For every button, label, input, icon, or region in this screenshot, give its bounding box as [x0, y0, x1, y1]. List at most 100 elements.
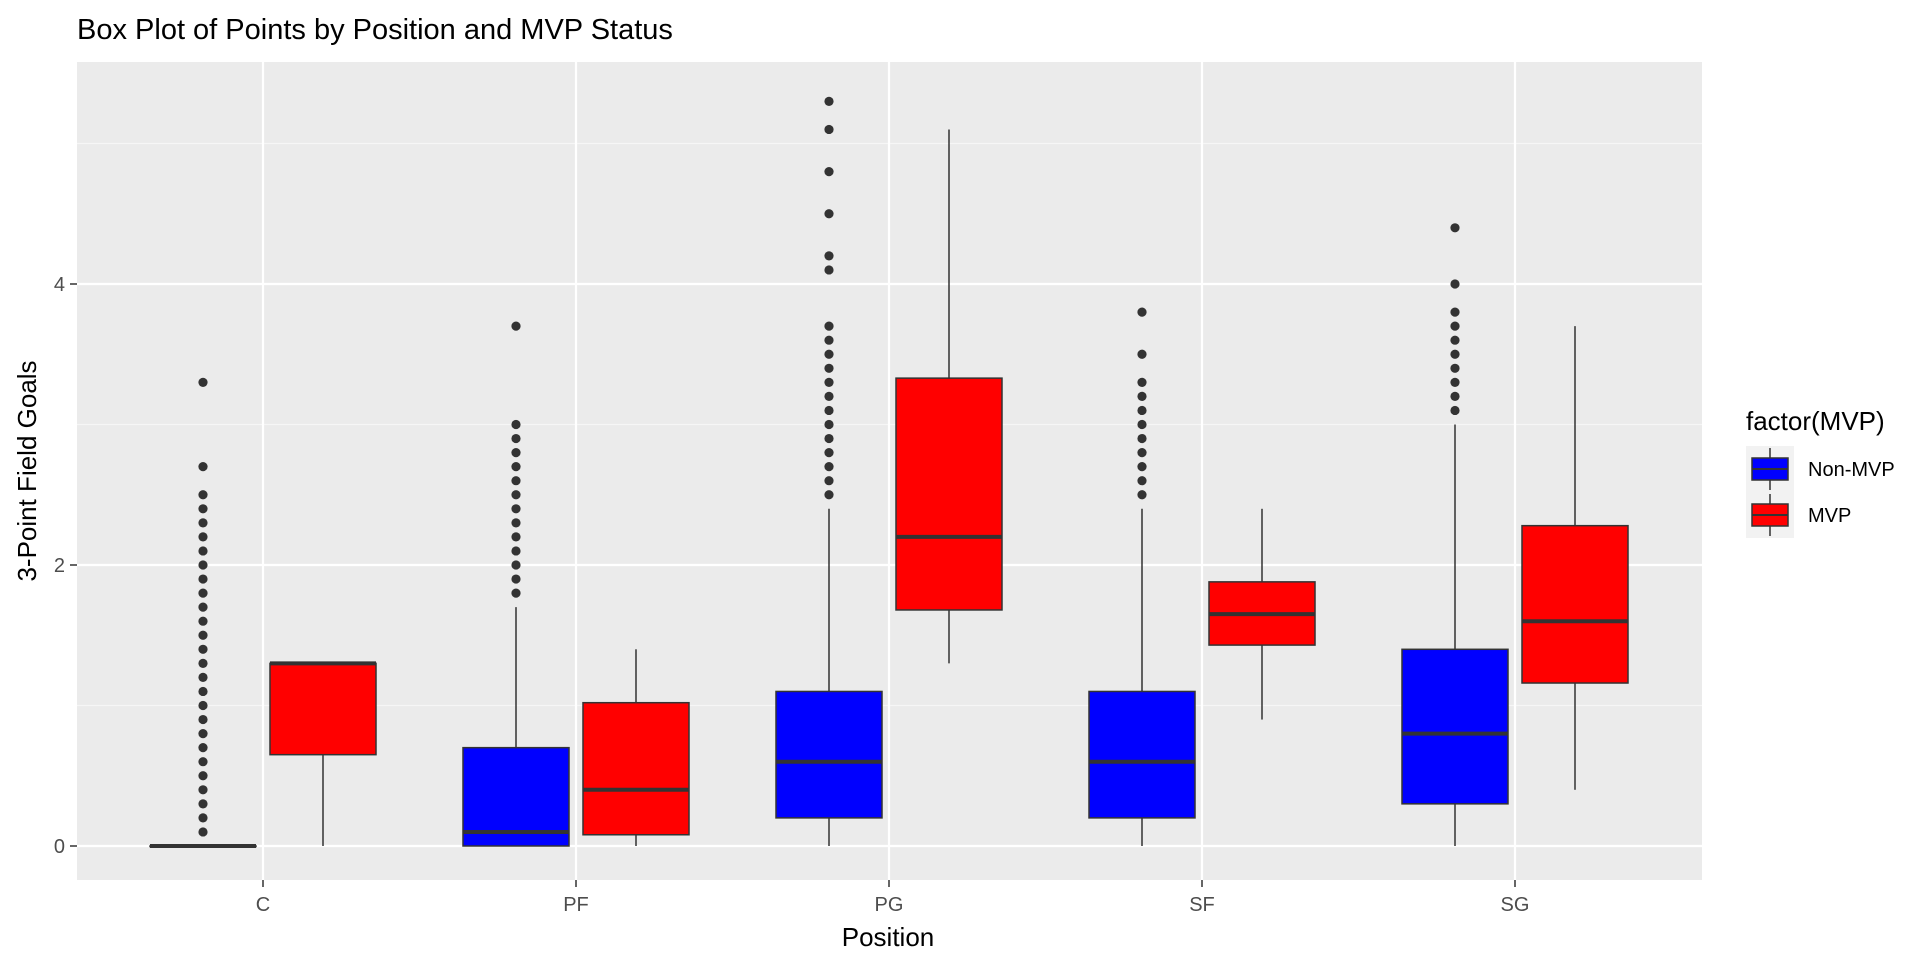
outlier-point: [824, 251, 834, 261]
outlier-point: [824, 419, 834, 430]
box-body: [269, 662, 377, 756]
box-sf-mvp: [1208, 508, 1316, 720]
outlier-point: [824, 363, 834, 373]
legend-item-non-mvp: Non-MVP: [1746, 446, 1895, 492]
box-c-mvp: [269, 661, 377, 846]
legend-title: factor(MVP): [1746, 406, 1885, 436]
outlier-point: [1450, 349, 1460, 359]
box-sg-non-mvp: [1401, 223, 1509, 846]
legend: factor(MVP) Non-MVP MVP: [1746, 406, 1895, 538]
outlier-point: [1137, 433, 1147, 444]
x-tick-label: C: [256, 894, 270, 916]
outlier-point: [198, 490, 208, 500]
outlier-point: [824, 405, 834, 416]
box-pf-non-mvp: [462, 321, 570, 847]
outlier-point: [1137, 405, 1147, 416]
outlier-point: [511, 518, 521, 528]
chart-title: Box Plot of Points by Position and MVP S…: [77, 14, 673, 46]
outlier-point: [198, 799, 208, 809]
outlier-point: [511, 462, 521, 472]
outlier-point: [511, 476, 521, 486]
outlier-point: [824, 448, 834, 458]
x-tick-label: SF: [1189, 894, 1215, 916]
box-sg-mvp: [1521, 326, 1629, 790]
x-tick-label: SG: [1501, 894, 1530, 916]
y-axis-label: 3-Point Field Goals: [12, 360, 42, 581]
outlier-point: [198, 757, 208, 767]
outlier-point: [198, 743, 208, 753]
outlier-point: [1137, 476, 1147, 486]
box-pf-mvp: [582, 649, 690, 846]
outlier-point: [824, 462, 834, 472]
box-pg-non-mvp: [775, 96, 883, 846]
outlier-point: [1137, 490, 1147, 500]
outlier-point: [198, 658, 208, 668]
outlier-point: [198, 771, 208, 781]
legend-label: MVP: [1808, 505, 1851, 527]
outlier-point: [1450, 321, 1460, 331]
y-tick-label: 0: [54, 836, 65, 858]
outlier-point: [1137, 462, 1147, 472]
box-pg-mvp: [895, 129, 1003, 664]
series-non-mvp: [149, 96, 1509, 848]
outlier-point: [824, 490, 834, 500]
outlier-point: [511, 588, 521, 598]
outlier-point: [198, 714, 208, 725]
outlier-point: [511, 532, 521, 542]
box-sf-non-mvp: [1088, 307, 1196, 846]
outlier-point: [1450, 307, 1460, 317]
outlier-point: [1137, 419, 1147, 430]
outlier-point: [511, 419, 521, 430]
x-tick-label: PG: [875, 894, 904, 916]
outlier-point: [198, 602, 208, 612]
outlier-point: [198, 518, 208, 528]
outlier-point: [824, 377, 834, 387]
outlier-point: [1137, 391, 1147, 401]
outlier-point: [824, 96, 834, 106]
outlier-point: [198, 504, 208, 514]
x-tick-label: PF: [563, 894, 589, 916]
outlier-point: [198, 546, 208, 556]
outlier-point: [824, 349, 834, 359]
outlier-point: [824, 265, 834, 275]
outlier-point: [198, 560, 208, 570]
box-body: [895, 377, 1003, 611]
outlier-point: [1450, 391, 1460, 401]
outlier-point: [511, 574, 521, 584]
y-tick-label: 4: [54, 274, 65, 296]
outlier-point: [511, 321, 521, 331]
y-tick-label: 2: [54, 555, 65, 577]
grid-lines: [77, 62, 1702, 880]
outlier-point: [824, 321, 834, 331]
box-body: [1521, 524, 1629, 684]
outlier-point: [824, 391, 834, 401]
outlier-point: [1137, 377, 1147, 387]
outlier-point: [1450, 223, 1460, 233]
outlier-point: [198, 729, 208, 739]
outlier-point: [198, 672, 208, 683]
axes: 0 2 4 C PF PG SF SG: [54, 274, 1530, 916]
outlier-point: [1450, 335, 1460, 345]
box-body: [462, 746, 570, 847]
outlier-point: [1137, 448, 1147, 458]
outlier-point: [824, 476, 834, 486]
x-axis-label: Position: [842, 922, 935, 952]
box-layer: [149, 96, 1629, 848]
outlier-point: [511, 504, 521, 514]
legend-label: Non-MVP: [1808, 459, 1895, 481]
outlier-point: [824, 209, 834, 219]
outlier-point: [511, 546, 521, 556]
outlier-point: [511, 433, 521, 444]
outlier-point: [511, 490, 521, 500]
outlier-point: [198, 377, 208, 387]
outlier-point: [198, 616, 208, 626]
outlier-point: [1137, 349, 1147, 359]
series-mvp: [269, 129, 1629, 846]
outlier-point: [198, 462, 208, 472]
box-body: [582, 701, 690, 836]
outlier-point: [1450, 363, 1460, 373]
outlier-point: [198, 686, 208, 697]
outlier-point: [824, 335, 834, 345]
outlier-point: [198, 588, 208, 598]
